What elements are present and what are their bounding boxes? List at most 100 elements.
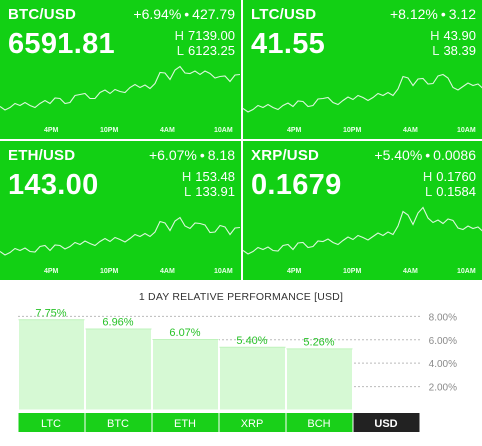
category-label: LTC xyxy=(41,418,61,430)
change-percent: +5.40% xyxy=(374,147,423,163)
time-tick: 4PM xyxy=(44,127,59,134)
low-label: L xyxy=(176,43,184,58)
time-tick: 4AM xyxy=(160,127,175,134)
category-button-eth[interactable]: ETH xyxy=(152,413,219,432)
bar-value-label: 6.07% xyxy=(169,327,200,339)
currency-label: USD xyxy=(374,418,397,430)
time-tick: 10PM xyxy=(343,127,362,134)
bar-bch xyxy=(286,347,353,411)
change-percent: +8.12% xyxy=(389,6,438,22)
y-tick-label: 8.00% xyxy=(429,312,457,323)
high-low: H 7139.00 L 6123.25 xyxy=(175,28,235,58)
y-tick-label: 6.00% xyxy=(429,336,457,347)
ticker-tile-xrp[interactable]: XRP/USD +5.40% • 0.0086 0.1679 H 0.1760 L 0.… xyxy=(243,141,482,280)
time-tick: 4PM xyxy=(287,127,302,134)
change-absolute: 3.12 xyxy=(448,6,476,22)
category-label: BTC xyxy=(107,418,129,430)
category-button-bg xyxy=(219,413,286,432)
price-sparkline xyxy=(243,206,482,255)
category-button-bg xyxy=(286,413,353,432)
change-absolute: 427.79 xyxy=(192,6,235,22)
time-axis: 4PM 10PM 4AM 10AM xyxy=(0,127,241,137)
bar-value-label: 5.26% xyxy=(303,336,334,348)
category-button-bg xyxy=(18,413,85,432)
high-value: 7139.00 xyxy=(188,28,235,43)
low-label: L xyxy=(425,184,433,199)
category-label: BCH xyxy=(307,418,330,430)
pair-label: LTC/USD xyxy=(251,6,317,23)
bar-ltc xyxy=(18,318,85,411)
last-price: 0.1679 xyxy=(251,169,342,201)
currency-button-usd[interactable]: USD xyxy=(353,413,420,432)
category-button-ltc[interactable]: LTC xyxy=(18,413,85,432)
price-sparkline xyxy=(0,216,240,256)
low-label: L xyxy=(432,43,440,58)
time-tick: 10PM xyxy=(100,268,119,275)
change-readout: +8.12% • 3.12 xyxy=(389,6,476,22)
pair-label: XRP/USD xyxy=(251,147,320,164)
high-label: H xyxy=(422,169,433,184)
high-low: H 0.1760 L 0.1584 xyxy=(423,169,476,199)
ticker-tile-ltc[interactable]: LTC/USD +8.12% • 3.12 41.55 H 43.90 L 38.39 … xyxy=(243,0,482,139)
relative-performance-panel: 1 DAY RELATIVE PERFORMANCE [USD] 2.00% 4.… xyxy=(0,280,482,446)
bar-value-label: 7.75% xyxy=(35,307,66,319)
currency-button-bg xyxy=(353,413,420,432)
ticker-tile-eth[interactable]: ETH/USD +6.07% • 8.18 143.00 H 153.48 L 133.… xyxy=(0,141,241,280)
time-tick: 4AM xyxy=(403,127,418,134)
category-label: XRP xyxy=(241,418,264,430)
change-percent: +6.07% xyxy=(148,147,197,163)
bar-btc xyxy=(85,328,152,411)
time-tick: 4AM xyxy=(160,268,175,275)
time-tick: 10PM xyxy=(343,268,362,275)
time-tick: 10AM xyxy=(214,268,233,275)
time-axis: 4PM 10PM 4AM 10AM xyxy=(0,268,241,278)
category-button-btc[interactable]: BTC xyxy=(85,413,152,432)
last-price: 6591.81 xyxy=(8,28,115,60)
time-tick: 10AM xyxy=(214,127,233,134)
category-button-bg xyxy=(85,413,152,432)
high-value: 153.48 xyxy=(195,169,235,184)
high-value: 0.1760 xyxy=(436,169,476,184)
performance-bar-chart: 2.00% 4.00% 6.00% 8.00% 7.75% LTC 6.96% BTC 6.07… xyxy=(18,307,457,432)
high-label: H xyxy=(430,28,440,43)
chart-title: 1 DAY RELATIVE PERFORMANCE [USD] xyxy=(138,291,344,303)
high-label: H xyxy=(181,169,192,184)
low-value: 133.91 xyxy=(195,184,235,199)
last-price: 41.55 xyxy=(251,28,326,60)
category-button-xrp[interactable]: XRP xyxy=(219,413,286,432)
change-absolute: 8.18 xyxy=(207,147,235,163)
change-readout: +6.94% • 427.79 xyxy=(133,6,235,22)
last-price: 143.00 xyxy=(8,169,99,201)
category-button-bg xyxy=(152,413,219,432)
time-tick: 10PM xyxy=(100,127,119,134)
time-tick: 10AM xyxy=(457,268,476,275)
high-low: H 153.48 L 133.91 xyxy=(182,169,235,199)
price-sparkline xyxy=(0,65,240,111)
time-axis: 4PM 10PM 4AM 10AM xyxy=(243,268,482,278)
price-sparkline xyxy=(243,73,482,113)
ticker-tiles: BTC/USD +6.94% • 427.79 6591.81 H 7139.00 L… xyxy=(0,0,482,280)
low-value: 0.1584 xyxy=(436,184,476,199)
pair-label: ETH/USD xyxy=(8,147,76,164)
time-axis: 4PM 10PM 4AM 10AM xyxy=(243,127,482,137)
high-low: H 43.90 L 38.39 xyxy=(430,28,476,58)
time-tick: 10AM xyxy=(457,127,476,134)
change-absolute: 0.0086 xyxy=(433,147,476,163)
bar-xrp xyxy=(219,346,286,411)
low-value: 38.39 xyxy=(443,43,476,58)
ticker-tile-btc[interactable]: BTC/USD +6.94% • 427.79 6591.81 H 7139.00 L… xyxy=(0,0,241,139)
bar-value-label: 5.40% xyxy=(236,335,267,347)
category-label: ETH xyxy=(174,418,196,430)
category-button-bch[interactable]: BCH xyxy=(286,413,353,432)
time-tick: 4PM xyxy=(287,268,302,275)
change-readout: +5.40% • 0.0086 xyxy=(374,147,476,163)
change-readout: +6.07% • 8.18 xyxy=(148,147,235,163)
high-label: H xyxy=(174,28,184,43)
high-value: 43.90 xyxy=(443,28,476,43)
y-tick-label: 4.00% xyxy=(429,359,457,370)
change-percent: +6.94% xyxy=(133,6,182,22)
low-label: L xyxy=(184,184,192,199)
low-value: 6123.25 xyxy=(188,43,235,58)
time-tick: 4AM xyxy=(403,268,418,275)
time-tick: 4PM xyxy=(44,268,59,275)
